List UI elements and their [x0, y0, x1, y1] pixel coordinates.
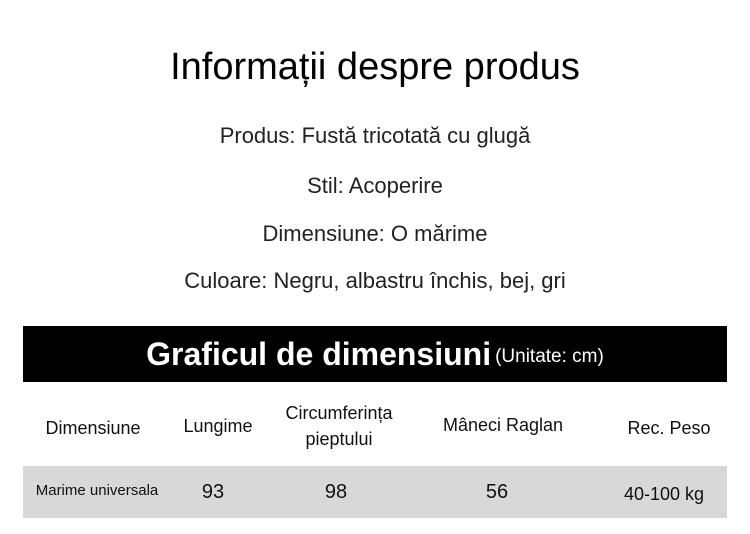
- info-size: Dimensiune: O mărime: [262, 221, 488, 246]
- cell-sleeve: 56: [485, 481, 509, 503]
- header-sleeve: Mâneci Raglan: [442, 415, 564, 435]
- page-title: Informații despre produs: [170, 46, 580, 88]
- header-chest-line2: pieptului: [305, 429, 373, 449]
- info-style: Stil: Acoperire: [307, 173, 443, 198]
- cell-size: Marime universala: [35, 482, 159, 499]
- cell-chest: 98: [324, 481, 348, 503]
- table-row: [23, 466, 727, 518]
- header-length: Lungime: [183, 416, 253, 436]
- cell-weight: 40-100 kg: [623, 484, 705, 504]
- header-weight: Rec. Peso: [627, 418, 711, 438]
- size-chart-header: Graficul de dimensiuni (Unitate: cm): [23, 326, 727, 382]
- header-chest-line1: Circumferința: [285, 403, 393, 423]
- info-color: Culoare: Negru, albastru închis, bej, gr…: [184, 268, 566, 293]
- cell-length: 93: [201, 481, 225, 503]
- size-chart-title: Graficul de dimensiuni: [146, 336, 492, 372]
- size-chart-unit: (Unitate: cm): [495, 346, 604, 367]
- info-product: Produs: Fustă tricotată cu glugă: [219, 123, 531, 148]
- header-size: Dimensiune: [45, 418, 141, 438]
